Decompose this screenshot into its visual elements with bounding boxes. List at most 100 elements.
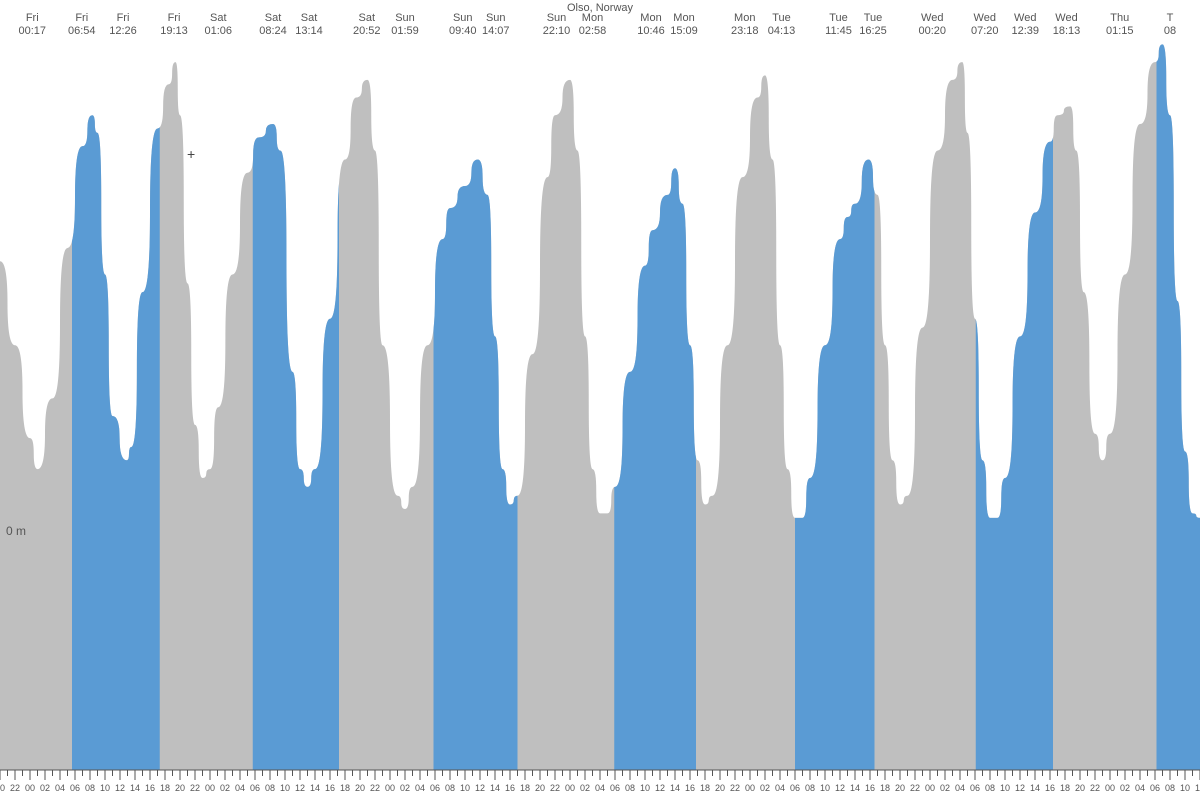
hour-tick-label: 04	[55, 783, 65, 793]
hour-tick-label: 16	[145, 783, 155, 793]
extremum-label: Wed00:20	[918, 12, 946, 38]
hour-tick-label: 16	[325, 783, 335, 793]
hour-tick-label: 10	[640, 783, 650, 793]
extremum-label: Sat08:24	[259, 12, 287, 38]
hour-tick-label: 18	[1060, 783, 1070, 793]
hour-tick-label: 20	[175, 783, 185, 793]
hour-tick-label: 14	[670, 783, 680, 793]
hour-tick-label: 12	[835, 783, 845, 793]
hour-tick-label: 18	[700, 783, 710, 793]
hour-tick-label: 14	[1030, 783, 1040, 793]
hour-tick-label: 14	[310, 783, 320, 793]
hour-tick-label: 06	[250, 783, 260, 793]
hour-tick-label: 16	[1045, 783, 1055, 793]
hour-tick-label: 20	[715, 783, 725, 793]
hour-tick-label: 10	[1000, 783, 1010, 793]
extremum-label: Mon15:09	[670, 12, 698, 38]
hour-tick-label: 20	[0, 783, 5, 793]
hour-tick-label: 08	[985, 783, 995, 793]
hour-tick-label: 10	[1180, 783, 1190, 793]
hour-tick-label: 06	[610, 783, 620, 793]
hour-tick-label: 10	[280, 783, 290, 793]
hour-tick-label: 04	[595, 783, 605, 793]
hour-tick-label: 06	[70, 783, 80, 793]
hour-tick-label: 22	[730, 783, 740, 793]
extremum-label: Mon23:18	[731, 12, 759, 38]
hour-tick-label: 16	[685, 783, 695, 793]
hour-tick-label: 08	[805, 783, 815, 793]
hour-tick-label: 18	[520, 783, 530, 793]
hour-tick-label: 08	[625, 783, 635, 793]
extremum-label: Fri06:54	[68, 12, 96, 38]
extremum-label: Tue11:45	[825, 12, 852, 38]
hour-tick-label: 22	[1090, 783, 1100, 793]
hour-tick-label: 04	[1135, 783, 1145, 793]
extremum-label: Tue04:13	[768, 12, 796, 38]
hour-tick-label: 10	[820, 783, 830, 793]
hour-tick-label: 10	[460, 783, 470, 793]
extremum-label: Sat20:52	[353, 12, 381, 38]
hour-tick-label: 00	[385, 783, 395, 793]
hour-tick-label: 06	[790, 783, 800, 793]
hour-tick-label: 14	[130, 783, 140, 793]
extremum-label: Fri12:26	[109, 12, 137, 38]
extremum-label: Sun22:10	[543, 12, 571, 38]
extremum-label: Wed18:13	[1053, 12, 1081, 38]
y-zero-label: 0 m	[6, 524, 26, 538]
hour-tick-label: 22	[370, 783, 380, 793]
hour-tick-label: 04	[775, 783, 785, 793]
tide-chart	[0, 0, 1200, 800]
hour-tick-label: 12	[1015, 783, 1025, 793]
extremum-label: Sun14:07	[482, 12, 510, 38]
hour-tick-label: 10	[100, 783, 110, 793]
extremum-label: Sun01:59	[391, 12, 419, 38]
hour-tick-label: 02	[580, 783, 590, 793]
hour-tick-label: 18	[160, 783, 170, 793]
extremum-label: Fri19:13	[160, 12, 188, 38]
hour-tick-label: 00	[205, 783, 215, 793]
hour-tick-label: 02	[400, 783, 410, 793]
extremum-label: Wed07:20	[971, 12, 999, 38]
hour-tick-label: 08	[1165, 783, 1175, 793]
extremum-label: Tue16:25	[859, 12, 887, 38]
hour-tick-label: 04	[235, 783, 245, 793]
extremum-label: Sun09:40	[449, 12, 477, 38]
hour-tick-label: 02	[940, 783, 950, 793]
hour-tick-label: 16	[865, 783, 875, 793]
hour-tick-label: 02	[1120, 783, 1130, 793]
hour-tick-label: 08	[265, 783, 275, 793]
hour-tick-label: 18	[880, 783, 890, 793]
hour-tick-label: 00	[1105, 783, 1115, 793]
hour-tick-label: 08	[85, 783, 95, 793]
hour-tick-label: 02	[220, 783, 230, 793]
extremum-label: T08	[1164, 12, 1176, 38]
hour-tick-label: 06	[970, 783, 980, 793]
hour-tick-label: 12	[295, 783, 305, 793]
hour-tick-label: 04	[415, 783, 425, 793]
extremum-label: Mon02:58	[579, 12, 607, 38]
extremum-label: Thu01:15	[1106, 12, 1134, 38]
hour-tick-label: 22	[550, 783, 560, 793]
extremum-label: Mon10:46	[637, 12, 665, 38]
hour-tick-label: 00	[925, 783, 935, 793]
extremum-label: Fri00:17	[18, 12, 46, 38]
hour-tick-label: 12	[475, 783, 485, 793]
hour-tick-label: 16	[505, 783, 515, 793]
hour-tick-label: 02	[760, 783, 770, 793]
hour-tick-label: 22	[910, 783, 920, 793]
hour-tick-label: 20	[1075, 783, 1085, 793]
hour-tick-label: 08	[445, 783, 455, 793]
hour-tick-label: 14	[850, 783, 860, 793]
extremum-label: Sat01:06	[204, 12, 232, 38]
hour-tick-label: 00	[25, 783, 35, 793]
extremum-label: Sat13:14	[295, 12, 323, 38]
hour-tick-label: 00	[745, 783, 755, 793]
hour-tick-label: 00	[565, 783, 575, 793]
hour-tick-label: 18	[340, 783, 350, 793]
hour-tick-label: 22	[190, 783, 200, 793]
hour-tick-label: 12	[655, 783, 665, 793]
hour-tick-label: 20	[535, 783, 545, 793]
hour-tick-label: 04	[955, 783, 965, 793]
hour-tick-label: 06	[1150, 783, 1160, 793]
hour-tick-label: 20	[355, 783, 365, 793]
